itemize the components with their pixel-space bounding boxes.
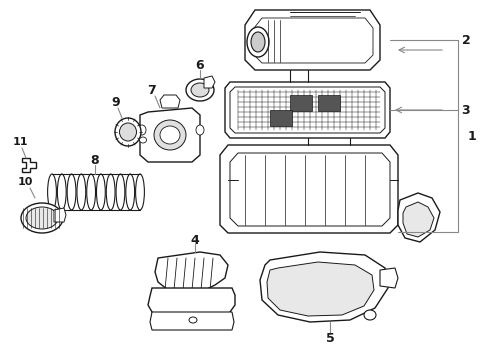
Text: 2: 2 <box>461 33 469 46</box>
Ellipse shape <box>154 120 185 150</box>
Ellipse shape <box>191 83 208 97</box>
Ellipse shape <box>189 317 197 323</box>
Text: 6: 6 <box>195 59 204 72</box>
Bar <box>317 95 339 111</box>
Polygon shape <box>397 193 439 242</box>
Ellipse shape <box>160 126 180 144</box>
Polygon shape <box>148 288 235 318</box>
Ellipse shape <box>138 125 146 135</box>
Text: 8: 8 <box>90 153 99 166</box>
Text: 4: 4 <box>190 234 199 247</box>
Ellipse shape <box>21 203 63 233</box>
Ellipse shape <box>139 137 146 143</box>
Text: 10: 10 <box>17 177 33 187</box>
Polygon shape <box>203 76 215 88</box>
Polygon shape <box>150 312 234 330</box>
Ellipse shape <box>115 118 141 146</box>
Polygon shape <box>220 145 397 233</box>
Ellipse shape <box>119 123 136 141</box>
Bar <box>289 95 311 111</box>
Polygon shape <box>54 208 66 222</box>
Polygon shape <box>244 10 379 70</box>
Polygon shape <box>266 262 373 316</box>
Ellipse shape <box>363 310 375 320</box>
Polygon shape <box>160 95 180 108</box>
Polygon shape <box>260 252 387 322</box>
Text: 1: 1 <box>467 130 475 143</box>
Polygon shape <box>229 87 384 133</box>
Ellipse shape <box>185 79 214 101</box>
Polygon shape <box>229 153 389 226</box>
Text: 3: 3 <box>461 104 469 117</box>
Ellipse shape <box>250 32 264 52</box>
Text: 7: 7 <box>147 84 156 96</box>
Polygon shape <box>140 108 200 162</box>
Ellipse shape <box>196 125 203 135</box>
Ellipse shape <box>246 27 268 57</box>
Text: 9: 9 <box>111 95 120 108</box>
Polygon shape <box>253 18 372 63</box>
Polygon shape <box>52 174 140 210</box>
Polygon shape <box>379 268 397 288</box>
Bar <box>269 110 291 126</box>
Text: 5: 5 <box>325 332 334 345</box>
Polygon shape <box>155 252 227 292</box>
Polygon shape <box>402 202 433 237</box>
Polygon shape <box>224 82 389 138</box>
Polygon shape <box>22 158 36 172</box>
Text: 11: 11 <box>12 137 28 147</box>
Ellipse shape <box>26 207 58 229</box>
